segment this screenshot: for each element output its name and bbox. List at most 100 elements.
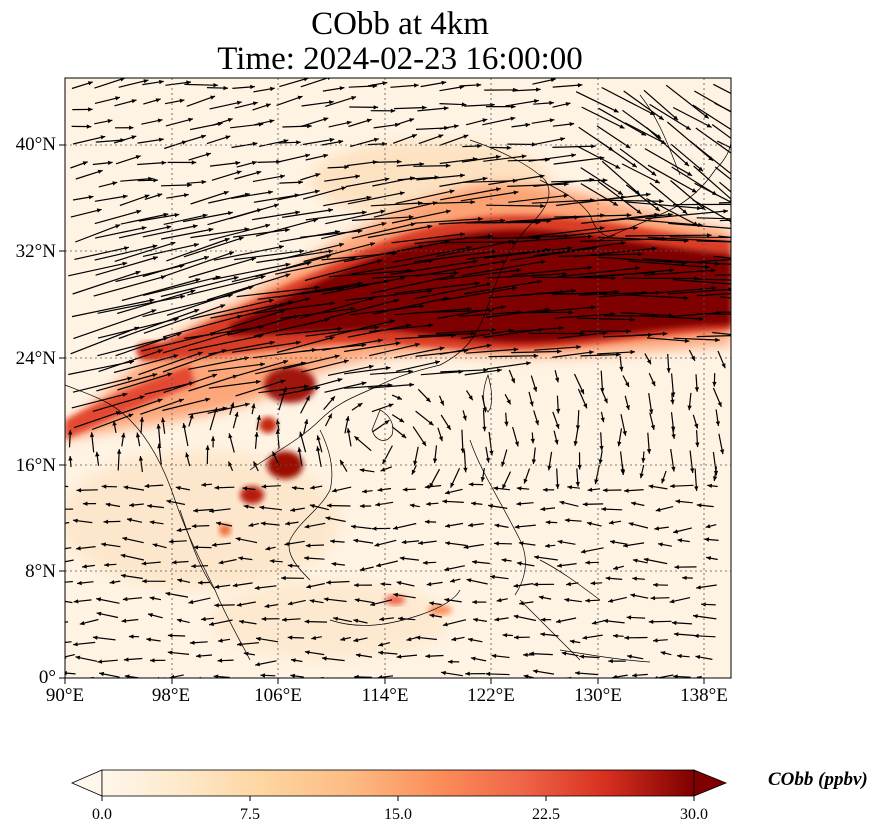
wind-vector — [427, 679, 443, 682]
wind-vector-head — [275, 419, 281, 425]
wind-vector-head — [511, 104, 516, 109]
wind-vector-head — [251, 403, 256, 409]
colorbar-gradient — [101, 769, 695, 797]
wind-vector — [276, 243, 345, 261]
wind-vector-head — [619, 366, 624, 372]
wind-vector-head — [177, 578, 183, 583]
wind-vector-head — [100, 135, 106, 140]
wind-vector-head — [107, 160, 113, 166]
wind-vector — [209, 161, 241, 167]
wind-vector — [672, 106, 712, 128]
wind-vector-head — [482, 407, 487, 413]
wind-vector-head — [482, 426, 487, 432]
wind-vector-head — [123, 485, 129, 490]
wind-vector — [345, 178, 390, 188]
wind-vector-head — [496, 187, 501, 192]
wind-vector-head — [361, 343, 367, 348]
wind-vector-head — [238, 236, 244, 241]
wind-vector-head — [445, 163, 451, 168]
wind-vector-head — [696, 503, 702, 508]
wind-vector-head — [513, 190, 519, 195]
wind-vector-head — [333, 616, 338, 621]
wind-vector — [301, 378, 343, 391]
wind-vector-head — [569, 122, 575, 127]
wind-vector-head — [165, 591, 171, 596]
wind-vector — [670, 180, 706, 211]
wind-vector-head — [474, 281, 480, 286]
wind-vector-head — [194, 308, 200, 313]
wind-vector-head — [228, 461, 233, 467]
wind-vector-head — [209, 621, 214, 627]
wind-vector — [693, 165, 731, 200]
wind-vector-head — [549, 118, 555, 123]
wind-vector — [65, 580, 73, 583]
wind-vector — [120, 213, 169, 225]
wind-vector-head — [666, 368, 671, 373]
wind-vector-head — [188, 599, 194, 605]
wind-vector-head — [48, 483, 53, 487]
wind-vector-head — [444, 240, 450, 245]
lon-tick-label: 122°E — [467, 685, 515, 706]
wind-vector — [118, 308, 200, 340]
wind-vector-head — [645, 192, 651, 197]
wind-vector — [118, 79, 149, 88]
wind-vector-head — [378, 650, 383, 655]
wind-vector-head — [350, 306, 356, 312]
wind-vector-head — [438, 436, 443, 442]
wind-vector-head — [626, 329, 631, 334]
wind-vector-head — [70, 678, 75, 682]
wind-vector-head — [324, 317, 330, 323]
wind-vector-head — [115, 224, 121, 229]
wind-vector-head — [290, 673, 296, 678]
wind-vector-head — [660, 139, 666, 144]
wind-vector-head — [50, 548, 55, 552]
wind-vector-head — [796, 199, 801, 203]
wind-vector-head — [614, 289, 619, 294]
wind-vector-head — [168, 539, 174, 544]
wind-vector — [160, 228, 214, 240]
wind-vector — [73, 309, 157, 340]
wind-vector-head — [591, 305, 596, 310]
wind-vector-head — [605, 576, 611, 581]
wind-vector-head — [486, 343, 492, 348]
wind-vector-head — [695, 655, 701, 660]
wind-vector-head — [280, 309, 286, 314]
wind-vector-head — [710, 268, 716, 273]
wind-vector-head — [415, 342, 420, 348]
wind-vector-head — [695, 442, 700, 448]
wind-vector — [234, 250, 305, 261]
wind-vector-head — [252, 160, 257, 166]
wind-vector-head — [396, 580, 402, 586]
wind-vector-head — [460, 448, 465, 454]
wind-vector-head — [482, 118, 488, 123]
wind-vector-head — [76, 546, 81, 551]
wind-vector — [208, 193, 251, 204]
wind-vector-head — [622, 430, 627, 436]
wind-vector — [327, 299, 400, 319]
wind-vector — [166, 237, 230, 262]
wind-vector-head — [487, 234, 493, 239]
wind-vector-head — [449, 189, 455, 194]
wind-vector-head — [765, 310, 770, 314]
wind-vector — [258, 139, 289, 147]
wind-vector-head — [561, 651, 567, 656]
wind-vector-head — [580, 549, 586, 554]
wind-vector-head — [202, 213, 208, 218]
wind-vector-head — [579, 654, 585, 659]
wind-vector-head — [707, 233, 712, 238]
wind-vector — [94, 195, 128, 202]
wind-vector-head — [468, 637, 473, 642]
wind-vector — [232, 341, 301, 353]
colorbar-label: CObb (ppbv) — [768, 769, 868, 790]
wind-vector-head — [523, 478, 528, 484]
wind-vector-head — [771, 300, 776, 304]
wind-vector-head — [582, 502, 588, 507]
wind-vector — [321, 222, 387, 240]
wind-vector-head — [189, 640, 195, 645]
wind-vector-head — [599, 156, 605, 161]
wind-vector — [279, 78, 309, 88]
wind-vector-head — [627, 654, 632, 659]
wind-vector — [65, 559, 74, 563]
wind-vector-head — [225, 135, 231, 140]
wind-vector — [96, 373, 158, 392]
